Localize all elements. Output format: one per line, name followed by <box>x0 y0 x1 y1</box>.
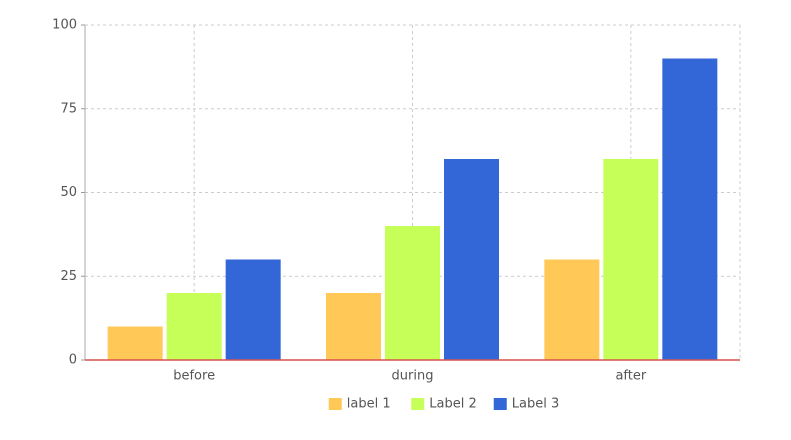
y-tick-label: 25 <box>60 269 77 284</box>
legend-swatch <box>328 398 342 410</box>
bar <box>385 226 440 360</box>
x-tick-label: during <box>392 369 434 384</box>
bar <box>544 259 600 360</box>
bar <box>444 159 499 360</box>
y-tick-label: 100 <box>52 18 77 33</box>
legend-label: Label 2 <box>429 397 476 412</box>
bar <box>326 293 381 360</box>
legend-swatch <box>493 398 507 410</box>
bar <box>603 159 659 360</box>
legend-swatch <box>411 398 425 410</box>
bar <box>166 293 222 360</box>
x-tick-label: before <box>173 369 215 384</box>
y-tick-label: 0 <box>69 353 77 368</box>
x-tick-label: after <box>615 369 646 384</box>
legend-label: Label 3 <box>512 397 559 412</box>
bar <box>662 58 718 360</box>
legend-label: label 1 <box>347 397 391 412</box>
bar <box>107 326 163 360</box>
bar <box>225 259 281 360</box>
y-tick-label: 75 <box>60 101 77 116</box>
y-tick-label: 50 <box>60 185 77 200</box>
